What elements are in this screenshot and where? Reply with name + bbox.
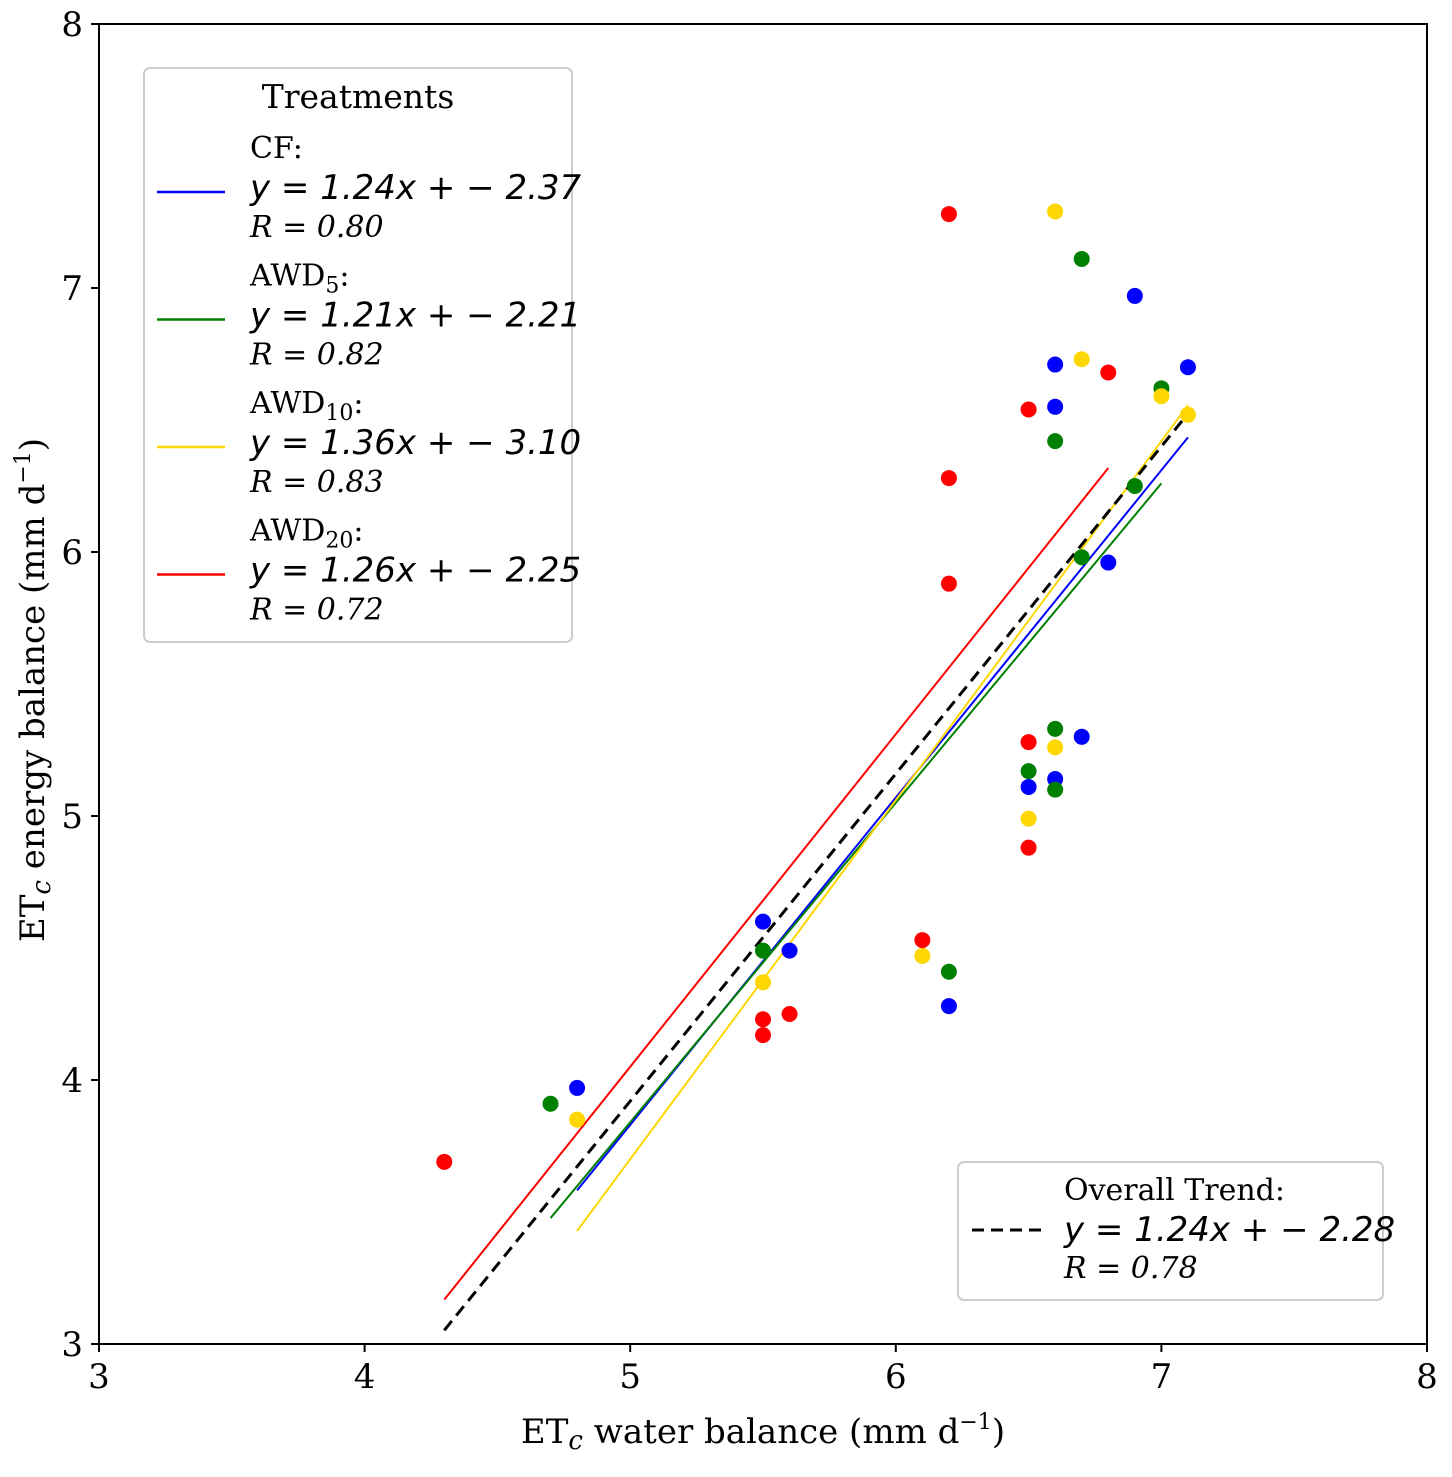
legend-entry-name: AWD20: — [249, 514, 363, 554]
x-axis-label: ETc water balance (mm d−1) — [521, 1410, 1005, 1456]
y-tick-label: 7 — [61, 269, 83, 309]
legend-entry-equation: y = 1.26x + − 2.25 — [249, 551, 581, 591]
y-axis-label: ETc energy balance (mm d−1) — [11, 438, 57, 942]
point-awd20 — [781, 1006, 798, 1022]
point-awd5 — [542, 1095, 559, 1112]
x-tick-label: 7 — [1151, 1357, 1173, 1397]
x-tick-label: 4 — [354, 1357, 376, 1397]
point-awd10 — [569, 1111, 586, 1128]
point-awd5 — [1073, 250, 1090, 267]
point-cf — [1020, 778, 1037, 795]
legend-entry-awd5: AWD5:y = 1.21x + − 2.21R = 0.82 — [157, 259, 581, 373]
point-cf — [940, 998, 957, 1015]
point-awd20 — [1020, 839, 1037, 856]
point-awd10 — [1020, 810, 1037, 827]
point-awd10 — [755, 974, 771, 991]
x-tick-label: 3 — [88, 1357, 110, 1397]
legend-title: Treatments — [262, 77, 455, 116]
fit-line-awd5 — [549, 482, 1163, 1219]
point-cf — [781, 942, 798, 959]
point-cf — [1047, 398, 1064, 415]
overall-legend-box — [957, 1161, 1384, 1301]
point-awd5 — [1047, 720, 1064, 737]
point-awd20 — [940, 206, 957, 223]
point-cf — [569, 1079, 586, 1096]
point-awd10 — [1047, 739, 1064, 756]
legend-entry-name: AWD10: — [249, 386, 363, 426]
point-awd20 — [436, 1153, 453, 1170]
x-tick-label: 5 — [619, 1357, 641, 1397]
y-tick-label: 6 — [61, 533, 83, 573]
legend-entry-r: R = 0.83 — [249, 465, 384, 500]
point-awd5 — [1073, 549, 1090, 566]
point-awd20 — [755, 1027, 771, 1044]
point-cf — [1073, 728, 1090, 745]
overall-legend-equation: y = 1.24x + − 2.28 — [1063, 1210, 1395, 1250]
point-awd5 — [1047, 433, 1064, 450]
point-awd10 — [1073, 351, 1090, 368]
point-cf — [1179, 359, 1196, 376]
legend-entry-r: R = 0.82 — [249, 338, 384, 373]
point-cf — [1126, 287, 1143, 304]
axis-ticks: 3 4 5 6 7 8 3 4 5 6 7 8 — [61, 5, 1437, 1397]
point-awd20 — [940, 470, 957, 487]
point-awd20 — [755, 1011, 771, 1028]
point-awd5 — [1047, 781, 1064, 798]
point-awd5 — [1020, 763, 1037, 780]
legend-entry-equation: y = 1.24x + − 2.37 — [249, 168, 582, 208]
legend-entry-cf: CF:y = 1.24x + − 2.37R = 0.80 — [157, 131, 582, 245]
point-awd10 — [1153, 388, 1170, 405]
y-tick-label: 3 — [61, 1325, 83, 1365]
overall-legend-title: Overall Trend: — [1064, 1173, 1285, 1208]
point-cf — [1100, 554, 1117, 571]
point-cf — [755, 913, 771, 930]
point-awd5 — [1126, 478, 1143, 494]
y-tick-label: 4 — [61, 1061, 83, 1101]
fit-line-awd20 — [443, 467, 1110, 1301]
point-awd5 — [940, 963, 957, 980]
legend-overall: Overall Trend: y = 1.24x + − 2.28 R = 0.… — [957, 1161, 1395, 1301]
legend-entry-name: CF: — [250, 131, 303, 166]
point-awd10 — [1047, 203, 1064, 220]
fit-line-awd10 — [576, 404, 1189, 1232]
legend-entry-awd20: AWD20:y = 1.26x + − 2.25R = 0.72 — [157, 514, 581, 628]
legend-entry-name: AWD5: — [249, 259, 349, 299]
point-awd5 — [755, 942, 771, 959]
point-awd20 — [940, 575, 957, 592]
y-tick-label: 8 — [61, 5, 83, 45]
y-tick-label: 5 — [61, 797, 83, 837]
plot-frame — [98, 23, 1428, 1345]
overall-legend-r: R = 0.78 — [1063, 1251, 1198, 1286]
point-awd20 — [1100, 364, 1117, 381]
overall-trend-line — [443, 412, 1190, 1332]
point-awd20 — [914, 932, 931, 949]
legend-entry-r: R = 0.72 — [249, 593, 384, 628]
point-awd20 — [1020, 401, 1037, 418]
x-tick-label: 8 — [1416, 1357, 1438, 1397]
point-cf — [1047, 356, 1064, 373]
legend-entry-equation: y = 1.36x + − 3.10 — [249, 423, 581, 463]
legend-treatments: Treatments CF:y = 1.24x + − 2.37R = 0.80… — [143, 67, 582, 643]
legend-entry-awd10: AWD10:y = 1.36x + − 3.10R = 0.83 — [157, 386, 581, 500]
legend-box — [143, 67, 573, 643]
scatter-points — [436, 203, 1196, 1170]
legend-entry-r: R = 0.80 — [249, 210, 384, 245]
point-awd10 — [914, 947, 931, 964]
point-awd10 — [1179, 406, 1196, 423]
point-awd20 — [1020, 734, 1037, 751]
x-tick-label: 6 — [885, 1357, 907, 1397]
legend-entry-equation: y = 1.21x + − 2.21 — [249, 296, 581, 336]
